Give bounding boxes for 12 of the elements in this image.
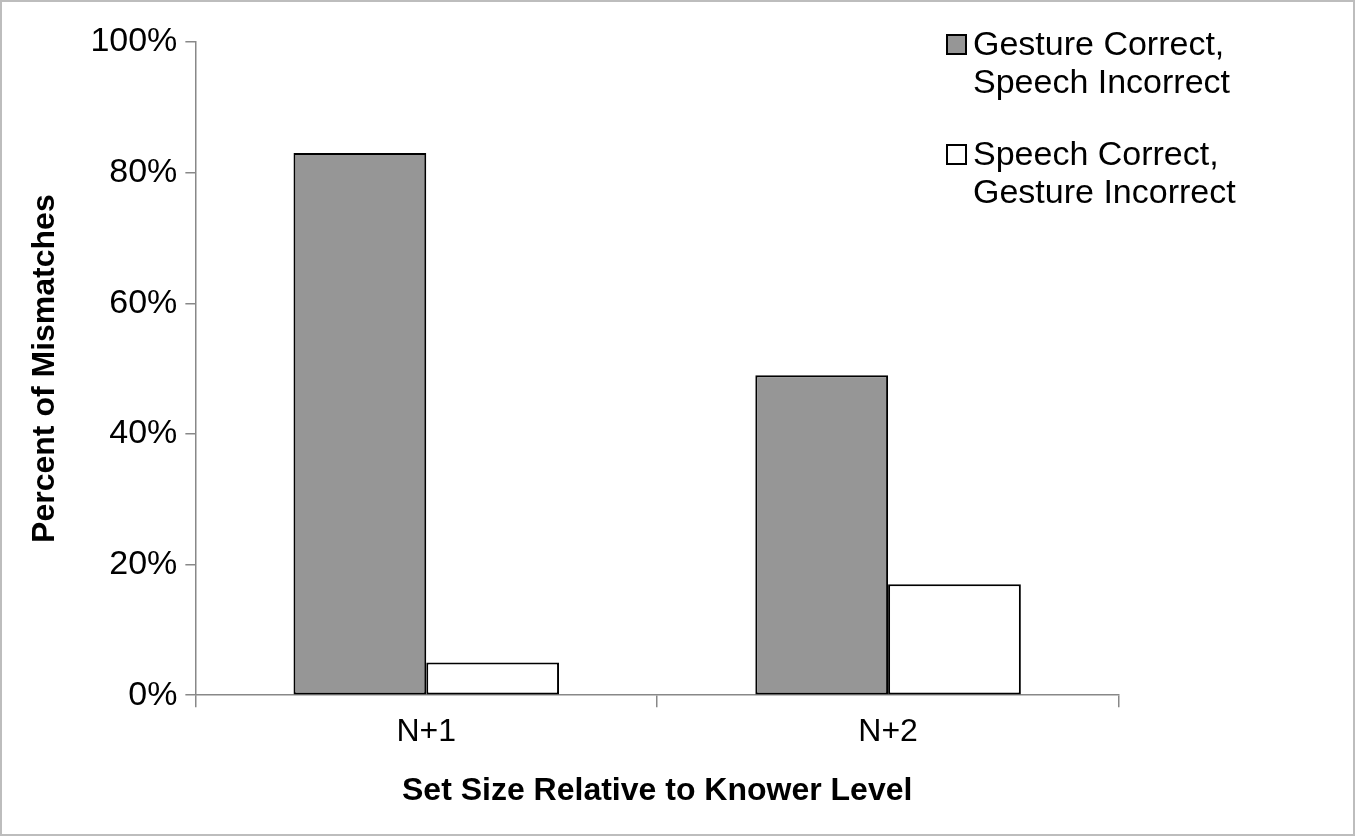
x-tick-label: N+1 [396,712,457,749]
y-tick-label: 100% [90,20,178,59]
x-tick-label: N+2 [858,712,918,749]
x-axis-title: Set Size Relative to Knower Level [401,770,913,807]
text: Speech Correct, Gesture Incorrect [973,134,1237,210]
y-tick-label: 20% [109,542,178,581]
y-tick-label: 40% [109,412,178,451]
y-tick-label: 0% [128,673,178,712]
y-axis-title: Percent of Mismatches [25,194,62,543]
legend-label: Gesture Correct, Speech Incorrect [973,24,1232,100]
y-tick-label: 60% [109,281,178,320]
y-tick-label: 80% [109,151,178,190]
